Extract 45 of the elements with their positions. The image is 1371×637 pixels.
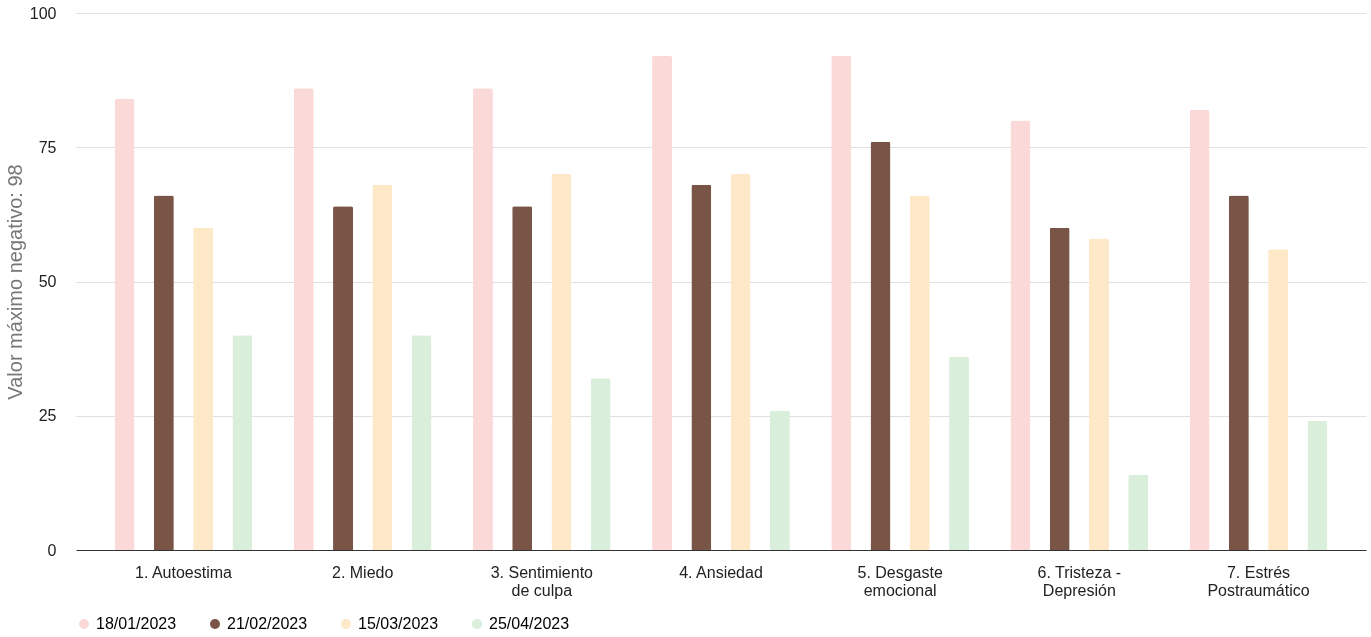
bar bbox=[652, 55, 673, 550]
bar bbox=[590, 378, 611, 550]
x-tick-label: 5. Desgaste emocional bbox=[857, 563, 943, 599]
bar bbox=[333, 206, 354, 550]
y-tick-label: 25 bbox=[38, 407, 57, 425]
bar bbox=[1189, 109, 1210, 550]
legend-label: 15/03/2023 bbox=[358, 615, 439, 632]
x-tick-label: 4. Ansiedad bbox=[679, 563, 763, 581]
bar bbox=[691, 184, 712, 550]
bar bbox=[293, 88, 314, 550]
bar bbox=[949, 356, 970, 550]
bar bbox=[730, 174, 751, 550]
bar bbox=[551, 174, 572, 550]
bar bbox=[1307, 421, 1328, 550]
y-axis-title: Valor máximo negativo: 98 bbox=[3, 164, 26, 400]
bar bbox=[1128, 474, 1149, 550]
y-tick-label: 50 bbox=[38, 273, 57, 290]
bar bbox=[114, 98, 135, 550]
x-tick-label: 1. Autoestima bbox=[135, 563, 233, 581]
bar bbox=[1268, 249, 1289, 550]
y-tick-label: 0 bbox=[47, 541, 57, 559]
x-tick-label: 6. Tristeza - Depresión bbox=[1037, 563, 1122, 599]
bar bbox=[411, 335, 432, 550]
x-tick-label: 3. Sentimiento de culpa bbox=[490, 563, 594, 599]
bar bbox=[870, 141, 891, 550]
bar bbox=[1088, 238, 1109, 550]
bar bbox=[232, 335, 253, 550]
bar bbox=[1049, 227, 1070, 550]
bar bbox=[512, 206, 533, 550]
bar bbox=[153, 195, 174, 550]
y-tick-label: 75 bbox=[38, 138, 57, 156]
bar bbox=[1228, 195, 1249, 550]
legend-label: 18/01/2023 bbox=[96, 615, 177, 632]
bar bbox=[909, 195, 930, 550]
legend-label: 21/02/2023 bbox=[227, 615, 308, 632]
bar bbox=[769, 410, 790, 550]
bar bbox=[472, 88, 493, 550]
legend-label: 25/04/2023 bbox=[489, 615, 570, 632]
bar bbox=[372, 184, 393, 550]
bar bbox=[1010, 120, 1031, 550]
x-tick-label: 7. Estrés Postraumático bbox=[1207, 563, 1310, 599]
x-tick-label: 2. Miedo bbox=[331, 563, 394, 581]
y-tick-label: 100 bbox=[29, 4, 57, 22]
bar bbox=[831, 55, 852, 550]
bar bbox=[193, 227, 214, 550]
